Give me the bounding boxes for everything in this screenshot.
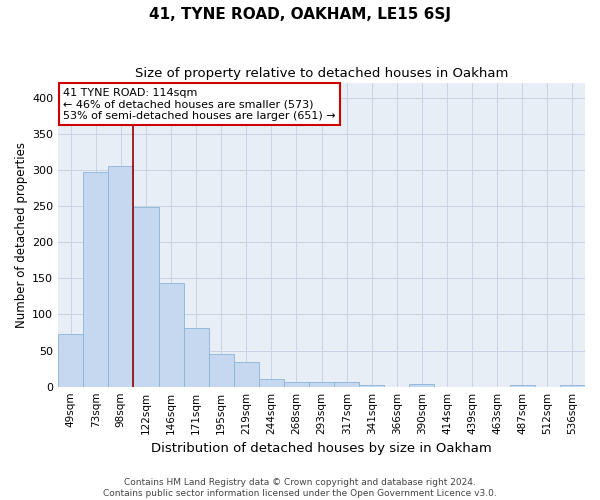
Bar <box>409 384 434 386</box>
X-axis label: Distribution of detached houses by size in Oakham: Distribution of detached houses by size … <box>151 442 492 455</box>
Bar <box>309 382 334 386</box>
Text: Contains HM Land Registry data © Crown copyright and database right 2024.
Contai: Contains HM Land Registry data © Crown c… <box>103 478 497 498</box>
Bar <box>83 172 109 386</box>
Bar <box>560 384 585 386</box>
Bar <box>109 166 133 386</box>
Bar <box>259 380 284 386</box>
Y-axis label: Number of detached properties: Number of detached properties <box>15 142 28 328</box>
Bar <box>359 385 384 386</box>
Bar <box>510 384 535 386</box>
Bar <box>209 354 234 386</box>
Bar <box>334 382 359 386</box>
Bar <box>284 382 309 386</box>
Text: 41 TYNE ROAD: 114sqm
← 46% of detached houses are smaller (573)
53% of semi-deta: 41 TYNE ROAD: 114sqm ← 46% of detached h… <box>64 88 336 121</box>
Bar <box>184 328 209 386</box>
Bar <box>133 206 158 386</box>
Text: 41, TYNE ROAD, OAKHAM, LE15 6SJ: 41, TYNE ROAD, OAKHAM, LE15 6SJ <box>149 8 451 22</box>
Title: Size of property relative to detached houses in Oakham: Size of property relative to detached ho… <box>135 68 508 80</box>
Bar <box>158 282 184 387</box>
Bar <box>58 334 83 386</box>
Bar <box>234 362 259 386</box>
